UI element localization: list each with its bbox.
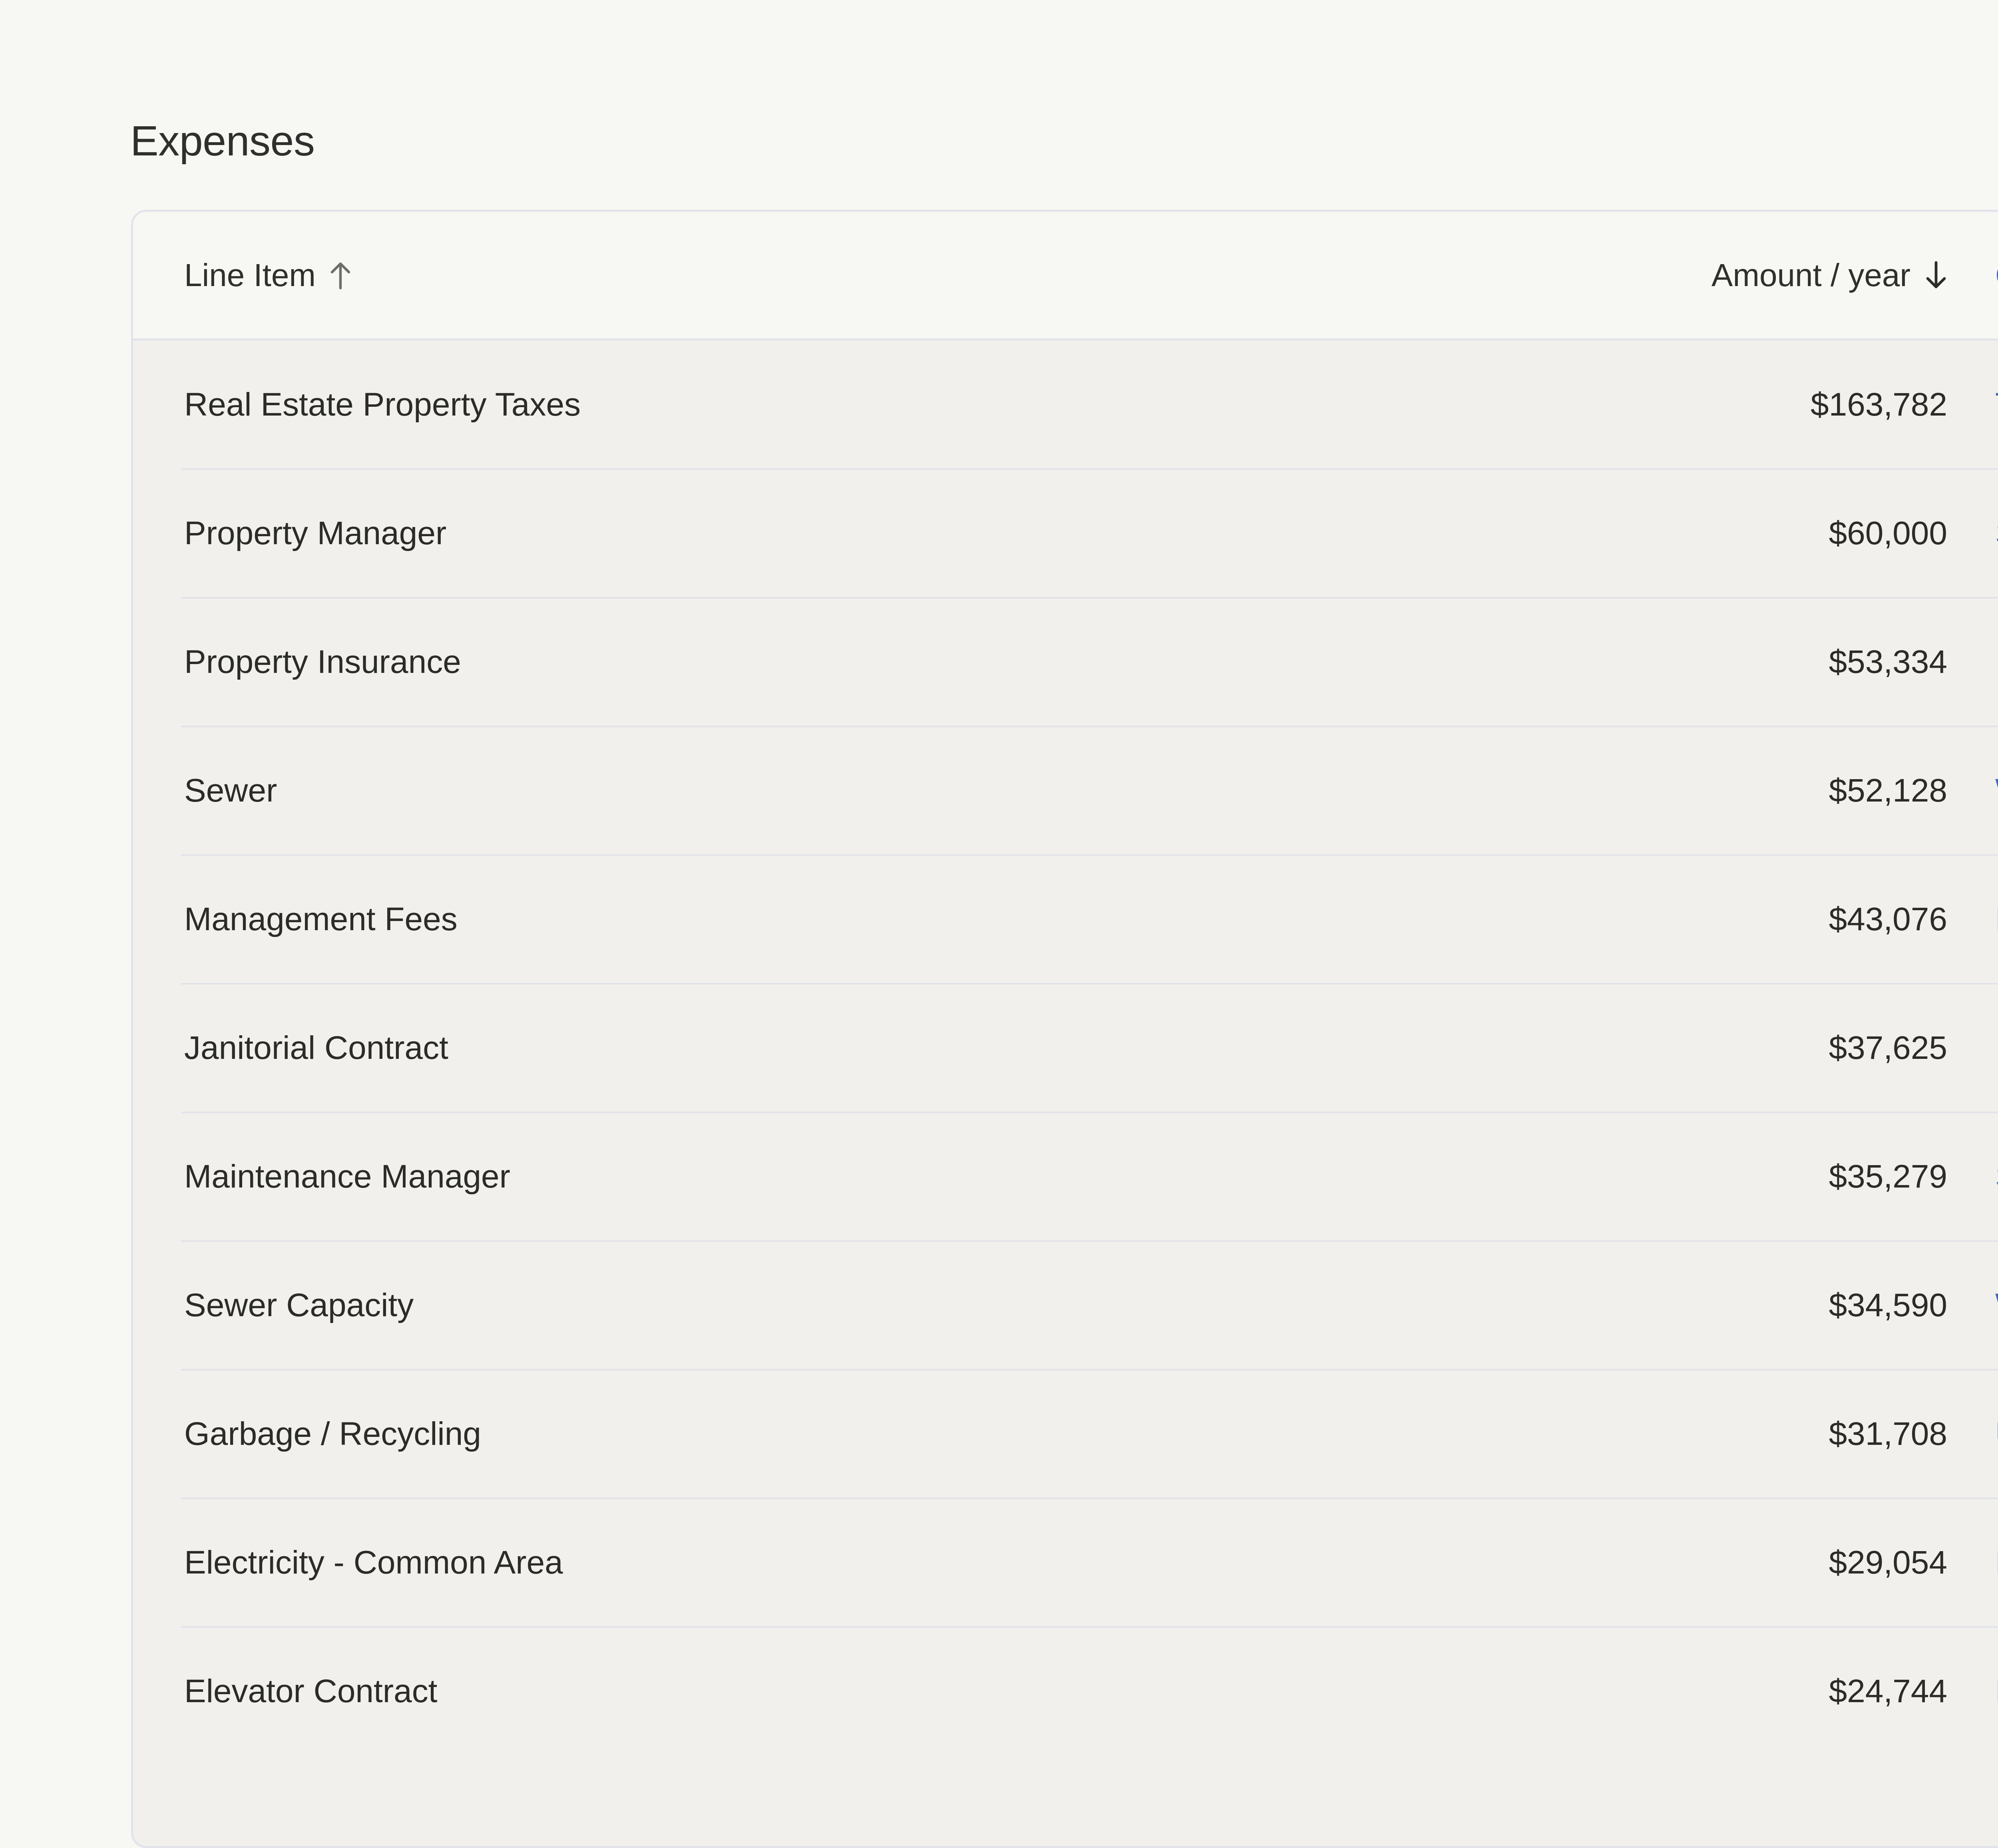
column-header-amount-per-year-label: Amount / year — [1711, 257, 1910, 293]
category-link[interactable]: Interior Cleaning — [1995, 1032, 1998, 1064]
amount-text: $29,054 — [1829, 1544, 1947, 1581]
table-row[interactable]: Maintenance Manager $35,279 Salaries — [133, 1112, 1998, 1241]
line-item-text: Management Fees — [184, 901, 458, 937]
category-link[interactable]: Electricity — [1995, 1546, 1998, 1579]
table-row[interactable]: Property Manager $60,000 Salaries — [133, 468, 1998, 598]
cell-line-item: Janitorial Contract — [133, 1032, 1532, 1064]
amount-text: $53,334 — [1829, 644, 1947, 680]
cell-line-item: Electricity - Common Area — [133, 1546, 1532, 1579]
cell-amount: $52,128 — [1532, 774, 1947, 807]
category-link[interactable]: Taxes, Fees, Permits — [1995, 388, 1998, 421]
line-item-text: Real Estate Property Taxes — [184, 386, 581, 423]
amount-text: $24,744 — [1829, 1673, 1947, 1709]
cell-category: Salaries — [1947, 517, 1998, 550]
cell-amount: $35,279 — [1532, 1160, 1947, 1193]
column-header-category-label: Category — [1995, 259, 1998, 291]
table-row[interactable]: Sewer $52,128 Water/Sewer — [133, 726, 1998, 855]
table-row[interactable]: Janitorial Contract $37,625 Interior Clean… — [133, 983, 1998, 1112]
cell-line-item: Elevator Contract — [133, 1675, 1532, 1708]
line-item-text: Sewer — [184, 772, 277, 809]
cell-category: Water/Sewer — [1947, 774, 1998, 807]
table-body: Real Estate Property Taxes $163,782 Taxes,… — [133, 340, 1998, 1756]
category-link[interactable]: Water/Sewer — [1995, 774, 1998, 807]
amount-text: $163,782 — [1810, 386, 1947, 423]
amount-text: $31,708 — [1829, 1416, 1947, 1452]
line-item-text: Elevator Contract — [184, 1673, 438, 1709]
line-item-text: Property Manager — [184, 515, 447, 551]
amount-text: $52,128 — [1829, 772, 1947, 809]
category-link[interactable]: Utilities - Garbage — [1995, 1418, 1998, 1450]
table-row[interactable]: Garbage / Recycling $31,708 Utilities - Ga… — [133, 1369, 1998, 1498]
table-row[interactable]: Elevator Contract $24,744 Elevator — [133, 1626, 1998, 1756]
amount-text: $43,076 — [1829, 901, 1947, 937]
cell-line-item: Real Estate Property Taxes — [133, 388, 1532, 421]
arrow-up-icon[interactable] — [329, 261, 352, 290]
cell-amount: $34,590 — [1532, 1289, 1947, 1322]
cell-amount: $43,076 — [1532, 903, 1947, 936]
expenses-table-card: Line Item Amount / year Category — [131, 210, 1998, 1848]
line-item-text: Electricity - Common Area — [184, 1544, 563, 1581]
cell-amount: $163,782 — [1532, 388, 1947, 421]
amount-text: $60,000 — [1829, 515, 1947, 551]
category-link[interactable]: Salaries — [1995, 517, 1998, 550]
amount-text: $35,279 — [1829, 1158, 1947, 1195]
cell-category: Electricity — [1947, 1546, 1998, 1579]
line-item-text: Property Insurance — [184, 644, 461, 680]
cell-amount: $29,054 — [1532, 1546, 1947, 1579]
cell-category: Utilities - Garbage — [1947, 1418, 1998, 1450]
cell-line-item: Sewer — [133, 774, 1532, 807]
table-row[interactable]: Sewer Capacity $34,590 Water/Sewer — [133, 1240, 1998, 1370]
cell-category: Salaries — [1947, 1160, 1998, 1193]
cell-category: PM Fees — [1947, 903, 1998, 936]
column-header-category[interactable]: Category — [1947, 259, 1998, 291]
line-item-text: Janitorial Contract — [184, 1030, 448, 1066]
cell-line-item: Management Fees — [133, 903, 1532, 936]
category-link[interactable]: PM Fees — [1995, 903, 1998, 936]
arrow-down-icon[interactable] — [1925, 261, 1947, 290]
cell-amount: $53,334 — [1532, 646, 1947, 678]
cell-category: Interior Cleaning — [1947, 1032, 1998, 1064]
line-item-text: Garbage / Recycling — [184, 1416, 481, 1452]
table-row[interactable]: Property Insurance $53,334 Insurance — [133, 597, 1998, 726]
category-link[interactable]: Salaries — [1995, 1160, 1998, 1193]
cell-amount: $24,744 — [1532, 1675, 1947, 1708]
cell-category: Insurance — [1947, 646, 1998, 678]
table-row[interactable]: Electricity - Common Area $29,054 Electric… — [133, 1498, 1998, 1627]
cell-amount: $37,625 — [1532, 1032, 1947, 1064]
cell-line-item: Garbage / Recycling — [133, 1418, 1532, 1450]
amount-text: $34,590 — [1829, 1287, 1947, 1323]
cell-line-item: Maintenance Manager — [133, 1160, 1532, 1193]
amount-text: $37,625 — [1829, 1030, 1947, 1066]
cell-amount: $31,708 — [1532, 1418, 1947, 1450]
line-item-text: Maintenance Manager — [184, 1158, 510, 1195]
column-header-line-item[interactable]: Line Item — [133, 259, 1532, 291]
category-link[interactable]: Water/Sewer — [1995, 1289, 1998, 1322]
category-link[interactable]: Elevator — [1995, 1675, 1998, 1708]
cell-line-item: Property Insurance — [133, 646, 1532, 678]
cell-line-item: Property Manager — [133, 517, 1532, 550]
table-row[interactable]: Real Estate Property Taxes $163,782 Taxes,… — [133, 340, 1998, 469]
cell-amount: $60,000 — [1532, 517, 1947, 550]
table-header-row: Line Item Amount / year Category — [133, 212, 1998, 340]
cell-category: Taxes, Fees, Permits — [1947, 388, 1998, 421]
line-item-text: Sewer Capacity — [184, 1287, 414, 1323]
table-row[interactable]: Management Fees $43,076 PM Fees — [133, 854, 1998, 984]
column-header-line-item-label: Line Item — [184, 257, 316, 293]
page-title: Expenses — [130, 117, 315, 165]
column-header-amount-per-year[interactable]: Amount / year — [1532, 259, 1947, 291]
cell-category: Elevator — [1947, 1675, 1998, 1708]
cell-category: Water/Sewer — [1947, 1289, 1998, 1322]
cell-line-item: Sewer Capacity — [133, 1289, 1532, 1322]
category-link[interactable]: Insurance — [1995, 646, 1998, 678]
